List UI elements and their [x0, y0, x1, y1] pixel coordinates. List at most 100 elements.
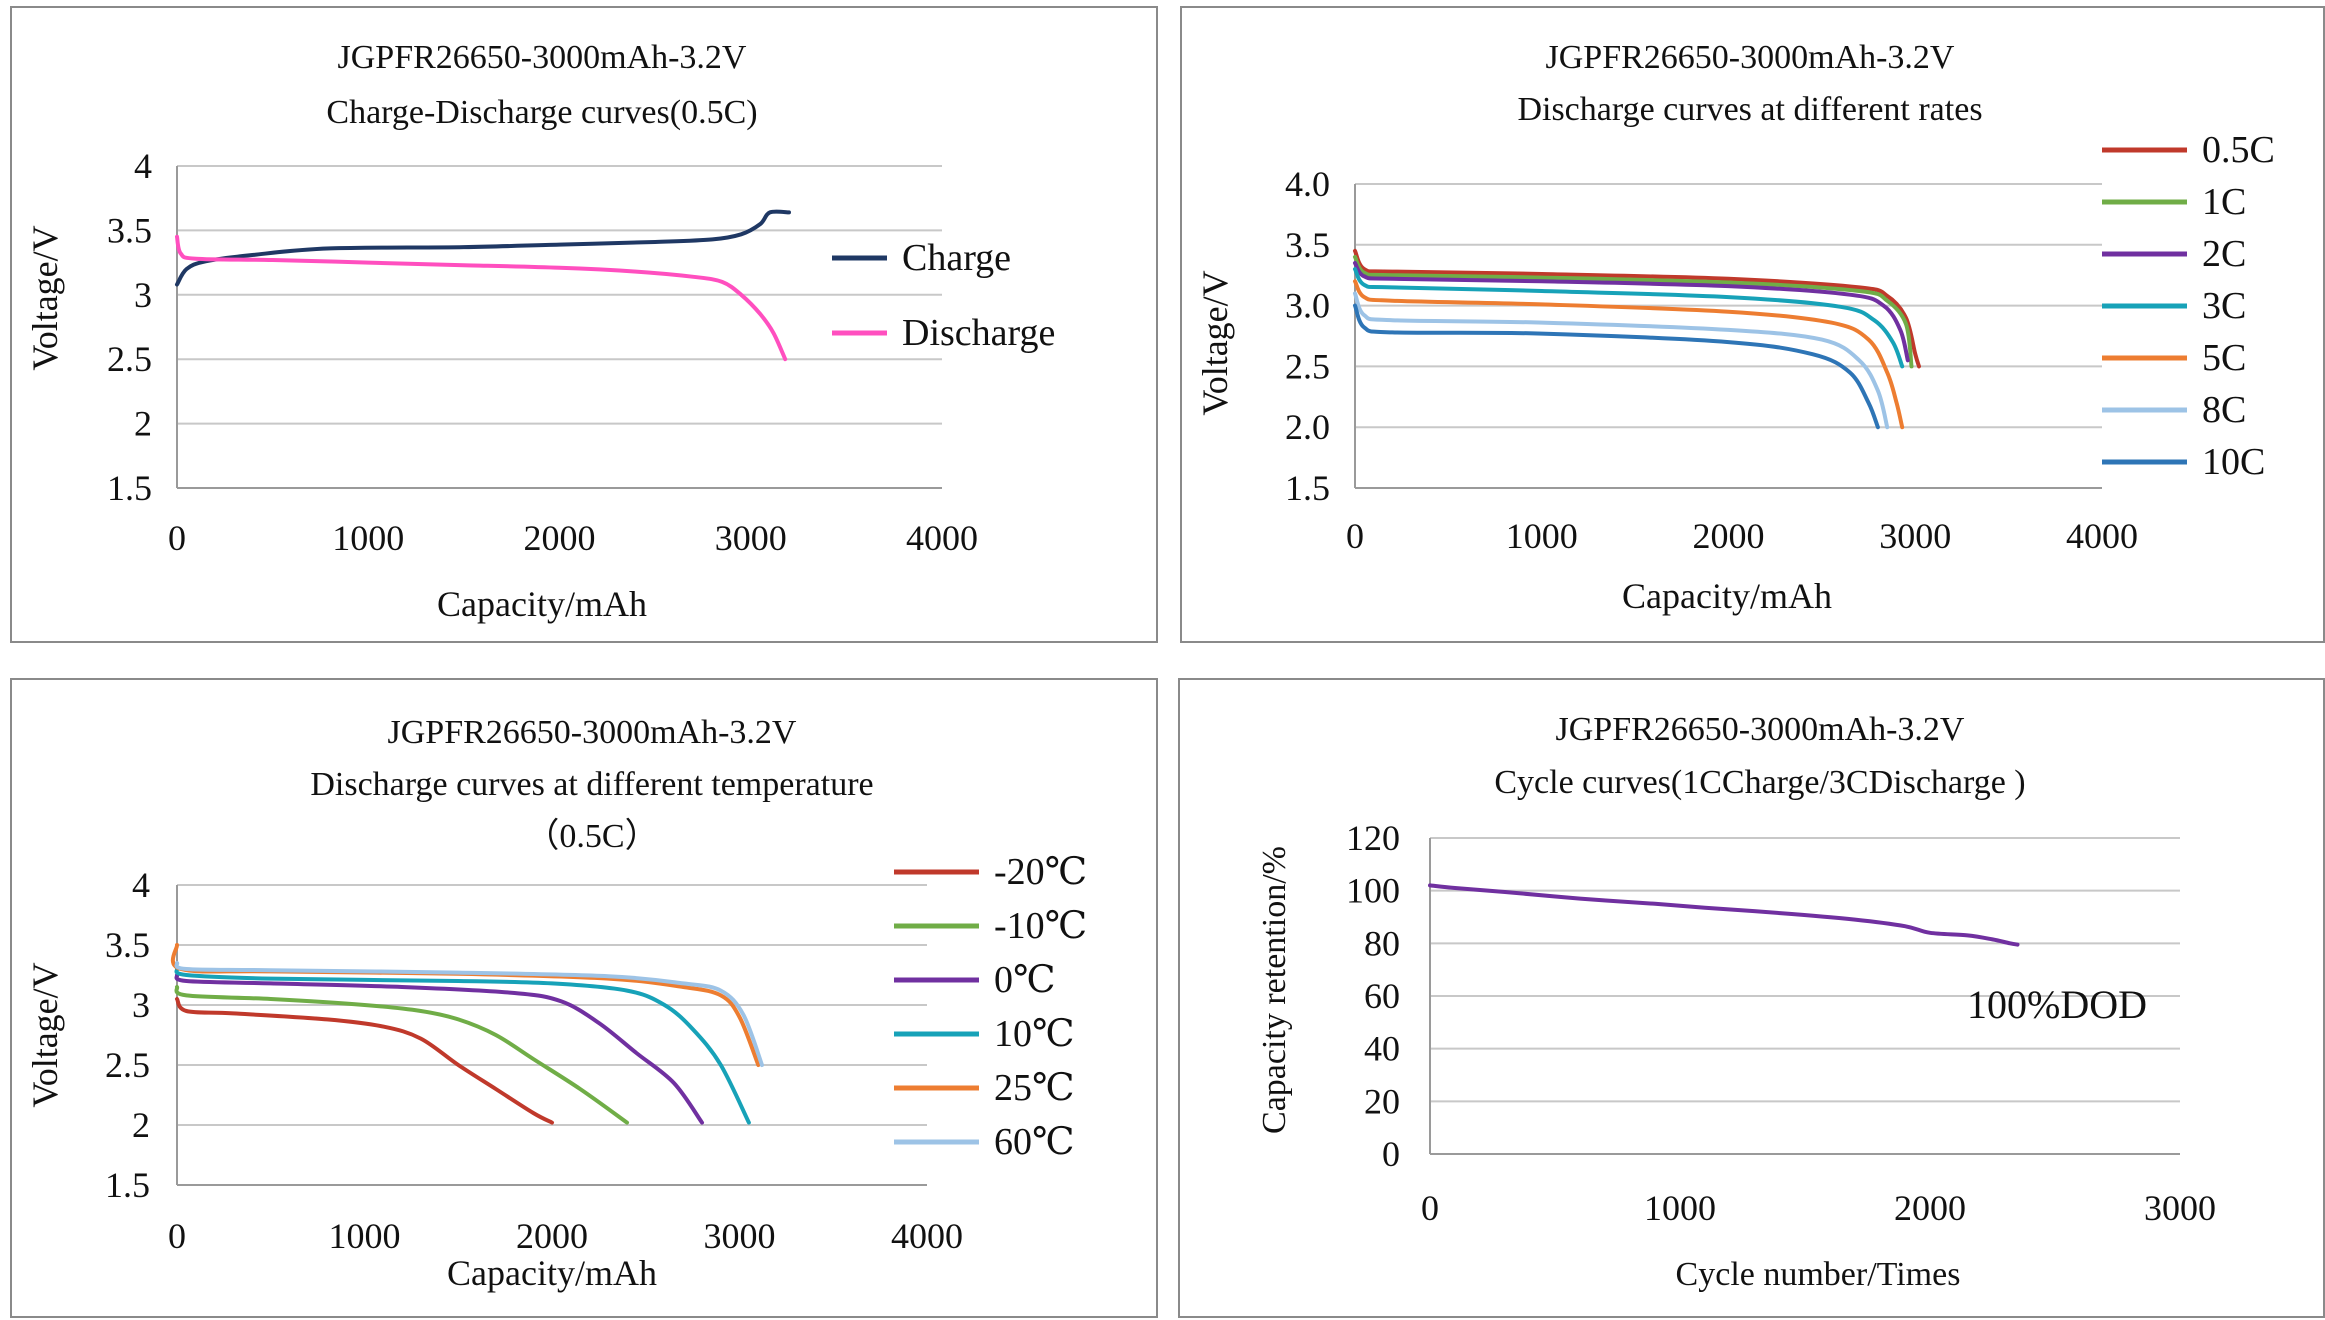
series-line-Charge: [175, 209, 791, 287]
y-tick-label: 3.5: [1285, 225, 1330, 265]
x-tick-label: 0: [168, 1216, 186, 1256]
y-tick-label: 1.5: [1285, 468, 1330, 508]
chart-title-line-2: Cycle curves(1CCharge/3CDischarge ): [1494, 764, 2025, 801]
chart-panel-temperature: JGPFR26650-3000mAh-3.2V Discharge curves …: [10, 678, 1158, 1318]
x-tick-label: 4000: [906, 518, 978, 558]
y-tick-label: 3.0: [1285, 286, 1330, 326]
x-tick-label: 1000: [1506, 516, 1578, 556]
legend-label: Charge: [902, 237, 1011, 279]
legend-label: 25℃: [994, 1067, 1075, 1109]
y-tick-label: 1.5: [107, 468, 152, 508]
x-tick-label: 4000: [2066, 516, 2138, 556]
chart-panel-rates: JGPFR26650-3000mAh-3.2V Discharge curves …: [1180, 6, 2325, 643]
y-tick-label: 100: [1346, 871, 1400, 911]
legend-label: 0℃: [994, 959, 1056, 1001]
chart-title-line-1: JGPFR26650-3000mAh-3.2V: [1546, 39, 1955, 76]
x-tick-label: 3000: [704, 1216, 776, 1256]
x-axis-label: Cycle number/Times: [1676, 1256, 1961, 1293]
series-line-0: [1428, 883, 2020, 947]
y-tick-label: 20: [1364, 1081, 1400, 1121]
y-tick-label: 120: [1346, 818, 1400, 858]
series-line-20: [175, 997, 554, 1125]
y-tick-label: 2: [134, 404, 152, 444]
legend-label: 5C: [2202, 337, 2246, 379]
x-tick-label: 2000: [516, 1216, 588, 1256]
legend-label: 3C: [2202, 285, 2246, 327]
chart-title-line-2: Charge-Discharge curves(0.5C): [326, 94, 757, 131]
chart-svg-cycle: JGPFR26650-3000mAh-3.2V Cycle curves(1CCh…: [1256, 711, 2216, 1293]
legend-label: 8C: [2202, 389, 2246, 431]
legend-label: 2C: [2202, 233, 2246, 275]
legend-label: 0.5C: [2202, 129, 2275, 171]
x-tick-label: 0: [1421, 1188, 1439, 1228]
y-tick-label: 4.0: [1285, 164, 1330, 204]
y-tick-label: 4: [134, 146, 152, 186]
series-line-10: [174, 985, 629, 1125]
y-tick-label: 2.5: [105, 1045, 150, 1085]
chart-svg-charge-discharge: JGPFR26650-3000mAh-3.2V Charge-Discharge …: [25, 39, 1055, 624]
y-tick-label: 80: [1364, 923, 1400, 963]
y-tick-label: 3.5: [107, 210, 152, 250]
x-tick-label: 2000: [1894, 1188, 1966, 1228]
series-line-10: [174, 967, 751, 1125]
chart-title-line-2: Discharge curves at different temperatur…: [310, 766, 873, 803]
chart-panel-cycle: JGPFR26650-3000mAh-3.2V Cycle curves(1CCh…: [1178, 678, 2325, 1318]
legend-label: Discharge: [902, 312, 1055, 354]
x-tick-label: 1000: [1644, 1188, 1716, 1228]
chart-panel-charge-discharge: JGPFR26650-3000mAh-3.2V Charge-Discharge …: [10, 6, 1158, 643]
y-tick-label: 4: [132, 865, 150, 905]
x-tick-label: 3000: [715, 518, 787, 558]
legend-label: 10C: [2202, 441, 2265, 483]
chart-title-line-1: JGPFR26650-3000mAh-3.2V: [338, 39, 747, 76]
legend-label: 60℃: [994, 1121, 1075, 1163]
chart-title-line-3: （0.5C）: [525, 817, 658, 855]
x-axis-label: Capacity/mAh: [447, 1253, 657, 1293]
y-tick-label: 40: [1364, 1029, 1400, 1069]
y-tick-label: 2.0: [1285, 407, 1330, 447]
chart-annotation: 100%DOD: [1967, 982, 2147, 1027]
series-line-3C: [1353, 267, 1905, 369]
x-tick-label: 2000: [1693, 516, 1765, 556]
x-axis-label: Capacity/mAh: [437, 584, 647, 624]
y-tick-label: 1.5: [105, 1165, 150, 1205]
legend-label: -20℃: [994, 851, 1087, 893]
series-line-5C: [1353, 279, 1905, 430]
chart-svg-temperature: JGPFR26650-3000mAh-3.2V Discharge curves …: [25, 714, 1087, 1293]
y-tick-label: 3: [134, 275, 152, 315]
y-tick-label: 3.5: [105, 925, 150, 965]
y-tick-label: 60: [1364, 976, 1400, 1016]
series-line-0: [174, 973, 704, 1125]
x-tick-label: 3000: [1879, 516, 1951, 556]
chart-title-line-2: Discharge curves at different rates: [1517, 91, 1982, 128]
x-tick-label: 1000: [329, 1216, 401, 1256]
series-line-05C: [1353, 248, 1921, 369]
y-axis-label: Voltage/V: [25, 225, 65, 370]
y-axis-label: Voltage/V: [25, 962, 65, 1107]
x-tick-label: 0: [168, 518, 186, 558]
series-line-10C: [1353, 303, 1880, 430]
x-tick-label: 1000: [332, 518, 404, 558]
series-line-1C: [1353, 254, 1914, 369]
x-tick-label: 3000: [2144, 1188, 2216, 1228]
y-tick-label: 3: [132, 985, 150, 1025]
series-line-8C: [1353, 291, 1890, 430]
series-line-60: [174, 961, 764, 1067]
y-tick-label: 2.5: [107, 339, 152, 379]
x-tick-label: 0: [1346, 516, 1364, 556]
chart-title-line-1: JGPFR26650-3000mAh-3.2V: [388, 714, 797, 751]
chart-svg-rates: JGPFR26650-3000mAh-3.2V Discharge curves …: [1195, 39, 2275, 616]
legend-label: 10℃: [994, 1013, 1075, 1055]
y-axis-label: Voltage/V: [1195, 270, 1235, 415]
chart-title-line-1: JGPFR26650-3000mAh-3.2V: [1556, 711, 1965, 748]
series-line-Discharge: [175, 234, 788, 362]
y-tick-label: 0: [1382, 1134, 1400, 1174]
series-line-2C: [1353, 261, 1910, 363]
x-tick-label: 4000: [891, 1216, 963, 1256]
legend-label: 1C: [2202, 181, 2246, 223]
x-axis-label: Capacity/mAh: [1622, 576, 1832, 616]
legend-label: -10℃: [994, 905, 1087, 947]
y-tick-label: 2: [132, 1105, 150, 1145]
x-tick-label: 2000: [524, 518, 596, 558]
y-tick-label: 2.5: [1285, 346, 1330, 386]
y-axis-label: Capacity retention/%: [1256, 846, 1293, 1134]
